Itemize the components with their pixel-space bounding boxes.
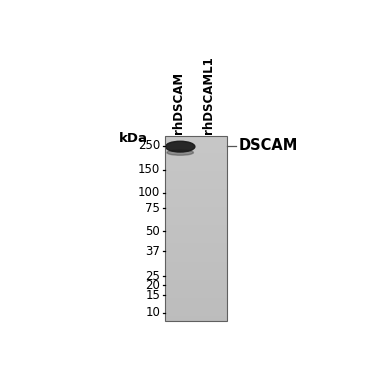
Text: 250: 250 <box>138 140 160 152</box>
Text: rhDSCAM: rhDSCAM <box>172 71 185 134</box>
Text: 20: 20 <box>145 279 160 292</box>
Text: 25: 25 <box>145 270 160 282</box>
Text: 75: 75 <box>145 202 160 215</box>
Text: 50: 50 <box>146 225 160 238</box>
Text: DSCAM: DSCAM <box>239 138 298 153</box>
Text: rhDSCAML1: rhDSCAML1 <box>202 56 214 134</box>
Ellipse shape <box>165 141 195 152</box>
Ellipse shape <box>167 150 194 155</box>
Text: 10: 10 <box>145 306 160 320</box>
Text: 15: 15 <box>145 289 160 302</box>
Bar <box>165 136 226 321</box>
Text: kDa: kDa <box>118 132 148 146</box>
Text: 150: 150 <box>138 163 160 176</box>
Text: 100: 100 <box>138 186 160 200</box>
Text: 37: 37 <box>145 245 160 258</box>
